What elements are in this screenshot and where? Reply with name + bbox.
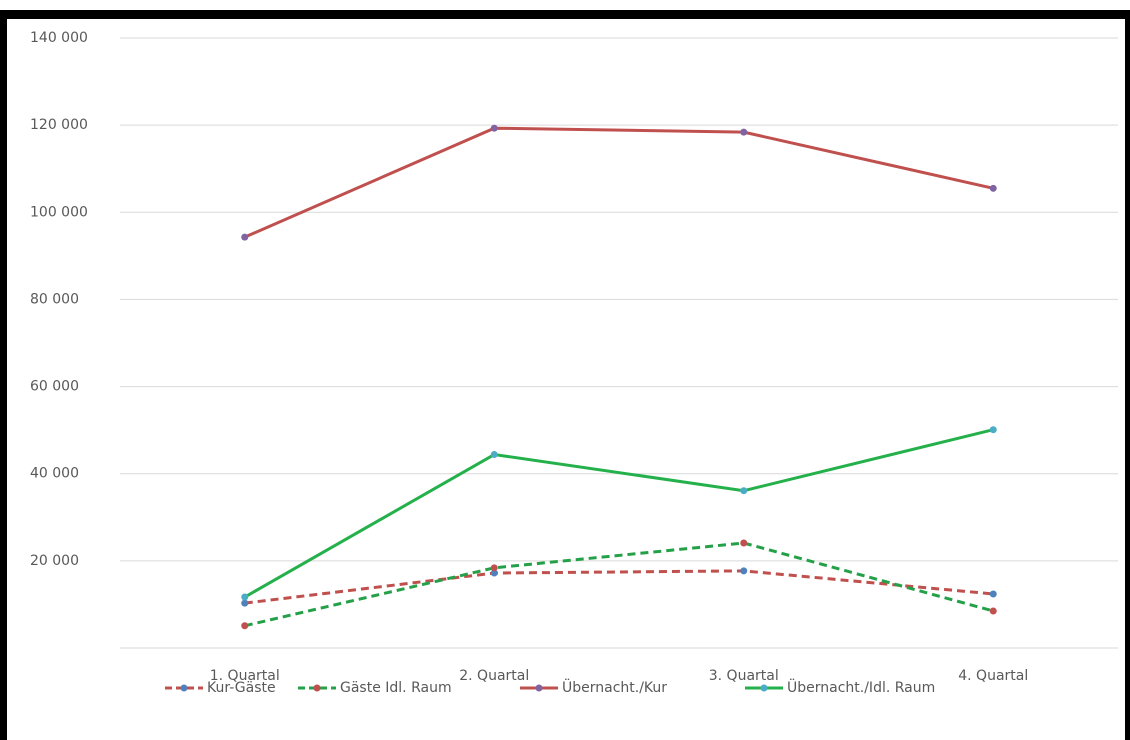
point [490, 451, 498, 459]
legend-marker [760, 684, 768, 692]
point [241, 233, 249, 241]
point [989, 184, 997, 192]
y-tick-label: 20 000 [30, 553, 79, 569]
series-line [244, 126, 994, 239]
x-tick-label: 1. Quartal [210, 668, 280, 684]
y-tick-label: 80 000 [30, 291, 79, 307]
point [989, 607, 997, 615]
frame-left [0, 10, 7, 740]
point [490, 124, 498, 132]
series-line [244, 569, 994, 605]
legend-label: Gäste Idl. Raum [340, 680, 452, 696]
point [740, 539, 748, 547]
legend-label: Übernacht./Kur [562, 678, 667, 696]
y-tick-label: 140 000 [30, 30, 88, 46]
x-tick-label: 4. Quartal [958, 668, 1028, 684]
point [490, 564, 498, 572]
frame-top [0, 10, 1130, 19]
legend-marker [180, 684, 188, 692]
point [490, 569, 498, 577]
legend-marker [313, 684, 321, 692]
y-tick-label: 120 000 [30, 117, 88, 133]
point [241, 622, 249, 630]
point [740, 487, 748, 495]
x-tick-label: 3. Quartal [709, 668, 779, 684]
point [241, 593, 249, 601]
y-tick-label: 100 000 [30, 204, 88, 220]
point [740, 128, 748, 136]
y-tick-label: 60 000 [30, 379, 79, 395]
x-tick-label: 2. Quartal [459, 668, 529, 684]
legend-label: Kur-Gäste [207, 680, 276, 696]
point [241, 599, 249, 607]
series-line [244, 428, 994, 599]
frame-right [1125, 10, 1130, 740]
series-line [244, 541, 994, 628]
point [989, 590, 997, 598]
y-tick-label: 40 000 [30, 466, 79, 482]
point [740, 567, 748, 575]
legend-label: Übernacht./Idl. Raum [787, 678, 935, 696]
point [989, 426, 997, 434]
legend-marker [535, 684, 543, 692]
